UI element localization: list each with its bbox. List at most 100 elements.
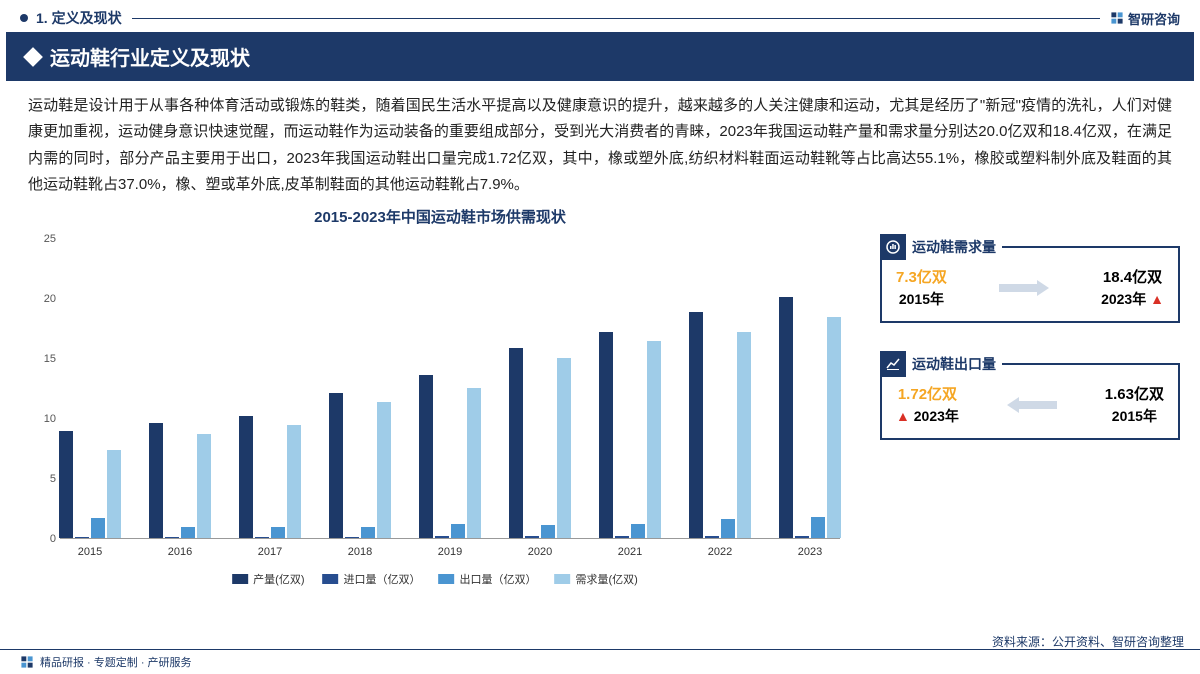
bar bbox=[419, 375, 433, 538]
info-body: 1.72亿双 ▲ 2023年 1.63亿双 2015年 bbox=[896, 383, 1164, 426]
info-right: 18.4亿双 2023年 ▲ bbox=[1101, 266, 1164, 309]
brand-icon bbox=[1110, 11, 1124, 25]
bar-group bbox=[329, 393, 391, 538]
bar-group bbox=[419, 375, 481, 538]
info-right: 1.63亿双 2015年 bbox=[1105, 383, 1164, 426]
footer-text: 精品研报 · 专题定制 · 产研服务 bbox=[40, 654, 192, 670]
bar-chart: 0510152025201520162017201820192020202120… bbox=[20, 229, 850, 589]
legend-swatch bbox=[232, 574, 248, 584]
legend-swatch bbox=[323, 574, 339, 584]
bar-group bbox=[59, 431, 121, 538]
bar-group bbox=[779, 297, 841, 538]
info-left: 1.72亿双 ▲ 2023年 bbox=[896, 383, 959, 426]
bar bbox=[509, 348, 523, 538]
bar bbox=[59, 431, 73, 538]
section-label: 1. 定义及现状 bbox=[36, 8, 122, 28]
x-label: 2021 bbox=[595, 546, 665, 558]
bar bbox=[737, 332, 751, 538]
bar bbox=[467, 388, 481, 538]
brand: 智研咨询 bbox=[1110, 9, 1180, 28]
bar bbox=[107, 450, 121, 538]
arrow-icon bbox=[1007, 397, 1057, 413]
bullet-icon bbox=[20, 14, 28, 22]
brand-name: 智研咨询 bbox=[1128, 9, 1180, 28]
x-label: 2019 bbox=[415, 546, 485, 558]
info-box: 运动鞋出口量 1.72亿双 ▲ 2023年 1.63亿双 2015年 bbox=[880, 363, 1180, 440]
info-year: ▲ 2023年 bbox=[896, 406, 959, 426]
footer-icon bbox=[20, 655, 34, 669]
bar bbox=[329, 393, 343, 538]
chart-icon bbox=[880, 234, 906, 260]
bar bbox=[239, 416, 253, 538]
info-year: 2023年 ▲ bbox=[1101, 289, 1164, 309]
bar bbox=[795, 536, 809, 538]
y-tick: 15 bbox=[30, 353, 56, 365]
bar bbox=[827, 317, 841, 538]
bar-group bbox=[689, 312, 751, 538]
bar bbox=[271, 527, 285, 538]
y-tick: 20 bbox=[30, 293, 56, 305]
info-value: 18.4亿双 bbox=[1101, 266, 1164, 287]
legend-swatch bbox=[439, 574, 455, 584]
bar bbox=[255, 537, 269, 538]
bar bbox=[631, 524, 645, 538]
bar bbox=[451, 524, 465, 538]
x-label: 2016 bbox=[145, 546, 215, 558]
y-tick: 0 bbox=[30, 533, 56, 545]
paragraph: 运动鞋是设计用于从事各种体育活动或锻炼的鞋类，随着国民生活水平提高以及健康意识的… bbox=[0, 81, 1200, 206]
legend-item: 出口量（亿双） bbox=[439, 571, 537, 587]
bar bbox=[197, 434, 211, 538]
y-tick: 25 bbox=[30, 233, 56, 245]
legend-item: 需求量(亿双) bbox=[555, 571, 638, 587]
info-year: 2015年 bbox=[1105, 406, 1164, 426]
bar-group bbox=[239, 416, 301, 538]
footer: 精品研报 · 专题定制 · 产研服务 bbox=[0, 649, 1200, 674]
info-body: 7.3亿双 2015年 18.4亿双 2023年 ▲ bbox=[896, 266, 1164, 309]
info-value: 1.63亿双 bbox=[1105, 383, 1164, 404]
legend-swatch bbox=[555, 574, 571, 584]
bar bbox=[599, 332, 613, 538]
bar bbox=[615, 536, 629, 538]
chart-area: 2015-2023年中国运动鞋市场供需现状 051015202520152016… bbox=[20, 206, 860, 589]
bar bbox=[149, 423, 163, 538]
info-title: 运动鞋出口量 bbox=[912, 354, 996, 374]
y-tick: 5 bbox=[30, 473, 56, 485]
divider bbox=[132, 18, 1100, 19]
bar bbox=[525, 536, 539, 538]
legend-label: 需求量(亿双) bbox=[576, 571, 638, 587]
bar bbox=[779, 297, 793, 538]
bar-group bbox=[149, 423, 211, 538]
bar bbox=[541, 525, 555, 538]
chart-title: 2015-2023年中国运动鞋市场供需现状 bbox=[20, 206, 860, 227]
x-label: 2015 bbox=[55, 546, 125, 558]
trend-icon bbox=[880, 351, 906, 377]
bar bbox=[721, 519, 735, 538]
x-label: 2018 bbox=[325, 546, 395, 558]
bar bbox=[345, 537, 359, 538]
legend-item: 产量(亿双) bbox=[232, 571, 304, 587]
info-value: 7.3亿双 bbox=[896, 266, 947, 287]
title-bar: 运动鞋行业定义及现状 bbox=[6, 32, 1194, 81]
legend-label: 出口量（亿双） bbox=[460, 571, 537, 587]
bar bbox=[91, 518, 105, 538]
legend: 产量(亿双) 进口量（亿双） 出口量（亿双） 需求量(亿双) bbox=[232, 571, 638, 587]
bar bbox=[287, 425, 301, 538]
info-year: 2015年 bbox=[896, 289, 947, 309]
bar bbox=[647, 341, 661, 538]
page-title: 运动鞋行业定义及现状 bbox=[50, 42, 250, 71]
info-box: 运动鞋需求量 7.3亿双 2015年 18.4亿双 2023年 ▲ bbox=[880, 246, 1180, 323]
bar bbox=[377, 402, 391, 538]
arrow-icon bbox=[999, 280, 1049, 296]
info-value: 1.72亿双 bbox=[896, 383, 959, 404]
info-header: 运动鞋出口量 bbox=[880, 351, 1002, 377]
legend-item: 进口量（亿双） bbox=[323, 571, 421, 587]
info-title: 运动鞋需求量 bbox=[912, 237, 996, 257]
bar bbox=[689, 312, 703, 538]
source-citation: 资料来源：公开资料、智研咨询整理 bbox=[992, 633, 1184, 650]
x-label: 2023 bbox=[775, 546, 845, 558]
bar-group bbox=[509, 348, 571, 538]
bar bbox=[181, 527, 195, 538]
bar bbox=[75, 537, 89, 538]
bar-group bbox=[599, 332, 661, 538]
x-label: 2017 bbox=[235, 546, 305, 558]
